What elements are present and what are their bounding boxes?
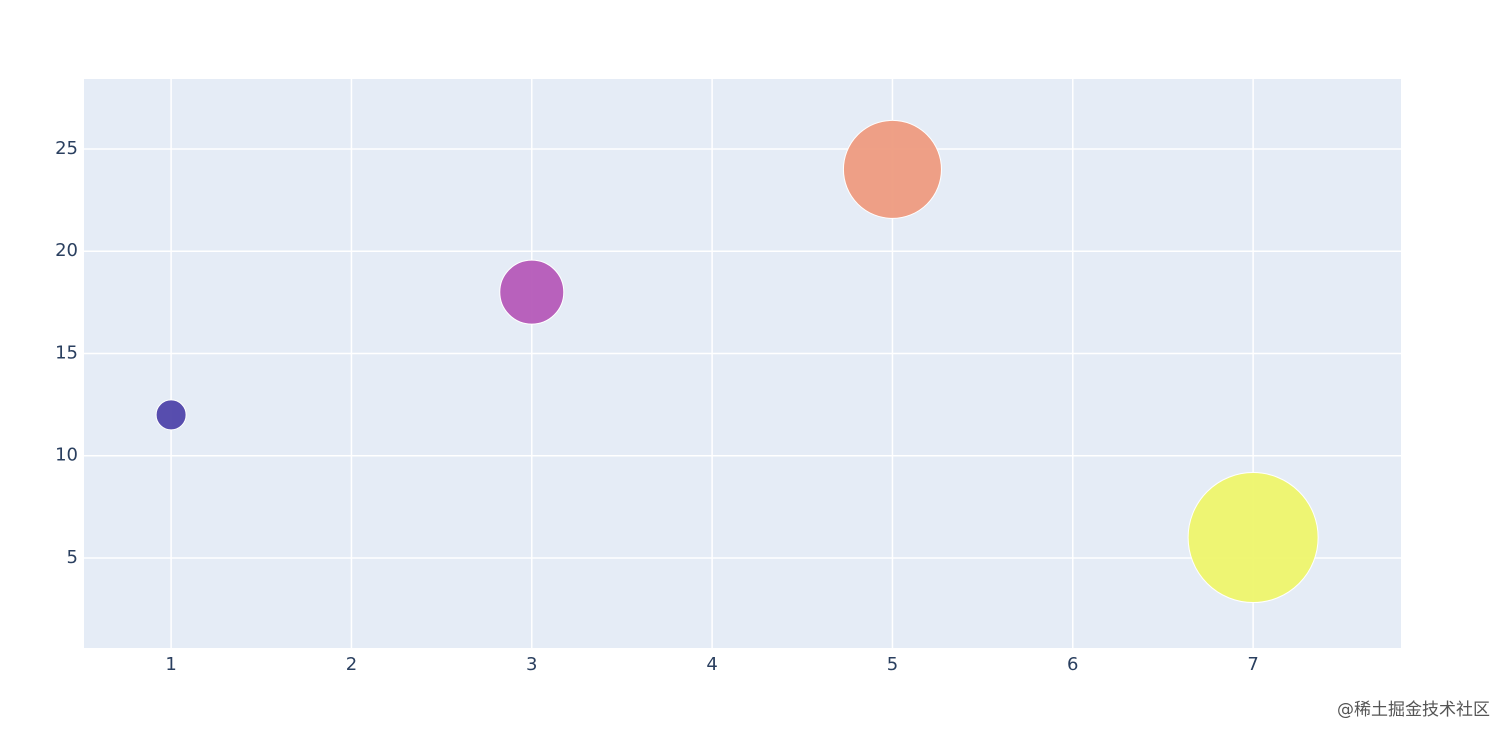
x-tick-label: 5 <box>887 654 898 675</box>
bubble <box>842 119 942 219</box>
bubble <box>1187 472 1319 604</box>
bubble <box>155 399 187 431</box>
plot-area <box>84 79 1401 648</box>
y-tick-label: 15 <box>55 342 78 363</box>
watermark: @稀土掘金技术社区 <box>1337 700 1490 720</box>
y-tick-label: 20 <box>55 240 78 261</box>
x-tick-label: 3 <box>526 654 537 675</box>
x-tick-label: 2 <box>346 654 357 675</box>
x-tick-label: 7 <box>1247 654 1258 675</box>
y-tick-label: 10 <box>55 445 78 466</box>
x-tick-label: 6 <box>1067 654 1078 675</box>
y-tick-label: 5 <box>67 547 78 568</box>
bubble <box>499 259 565 325</box>
x-tick-label: 4 <box>706 654 717 675</box>
x-tick-label: 1 <box>165 654 176 675</box>
y-tick-label: 25 <box>55 138 78 159</box>
